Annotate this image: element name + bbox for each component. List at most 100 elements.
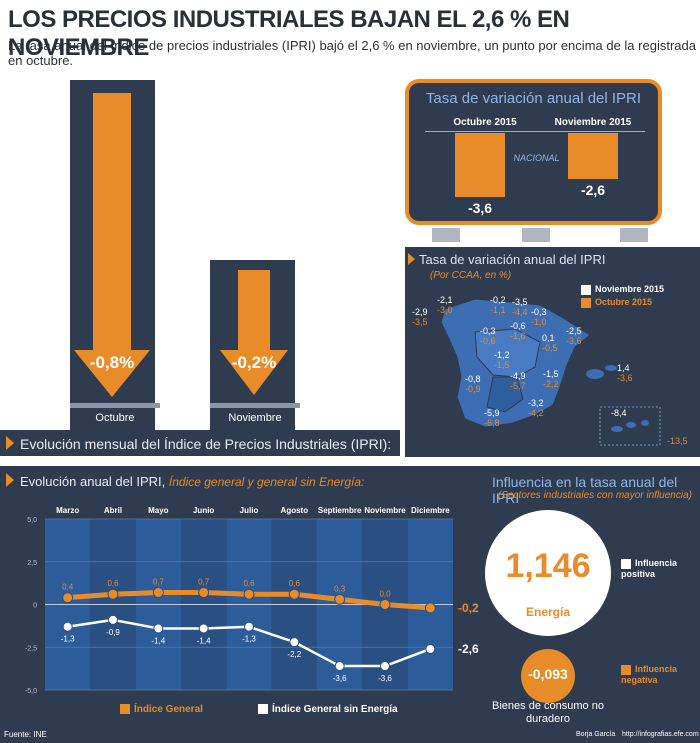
annual-title-em: Índice general y general sin Energía:: [168, 475, 365, 489]
legend-sin-energia-label: Índice General sin Energía: [272, 704, 398, 715]
data-label-1: -1,3: [61, 635, 75, 644]
series-point-1: [334, 661, 345, 672]
series-point-1: [153, 623, 164, 634]
influence-negative-sector: Bienes de consumo no duradero: [492, 700, 604, 725]
series-point-1: [289, 637, 300, 648]
national-bar-label-nov: Noviembre 2015: [554, 117, 632, 128]
data-label-1: -3,6: [378, 674, 392, 683]
data-label-0: 0,6: [243, 579, 255, 588]
region-value-11: -0,8 -0,9: [465, 374, 481, 394]
data-label-1: -1,4: [151, 636, 165, 645]
legend-negative-label: Influencia negativa: [621, 664, 678, 685]
series-point-0: [424, 602, 436, 614]
series-point-1: [62, 621, 73, 632]
national-bar-label-oct: Octubre 2015: [453, 117, 517, 128]
series-point-1: [244, 621, 254, 632]
x-tick-label: Septiembre: [318, 506, 362, 515]
legend-chip-orange: [581, 297, 591, 308]
influence-title: Influencia en la tasa anual del IPRI: [492, 474, 678, 506]
monthly-arrow-november: [220, 270, 288, 395]
series-point-1: [198, 623, 209, 634]
x-tick-label: Agosto: [281, 506, 309, 515]
series-point-0: [288, 588, 300, 600]
region-value-9: -1,2 -1,5: [494, 350, 510, 370]
region-value-4: -0,3 -1,0: [531, 307, 547, 327]
influence-positive-value: 1,146: [505, 547, 591, 585]
region-value-13: -1,5 -2,2: [543, 369, 559, 389]
series-point-0: [243, 588, 255, 600]
region-value-16-oct: -13,5: [667, 436, 688, 446]
annual-legend-general: Índice General: [120, 704, 203, 715]
legend-label-nov: Noviembre 2015: [595, 284, 665, 294]
footer-site: http://infografias.efe.com: [622, 731, 699, 738]
x-tick-label: Abril: [104, 506, 122, 515]
national-box: [405, 79, 662, 225]
y-tick-label: 5,0: [27, 517, 37, 524]
legend-general-label: Índice General: [134, 704, 203, 715]
series-point-0: [62, 592, 74, 604]
legend-positive-label: Influencia positiva: [621, 558, 678, 579]
legend-chip-negative: [621, 665, 631, 675]
region-value-10: 1,4 -3,6: [617, 363, 633, 383]
page-subtitle: La tasa anual del índice de precios indu…: [8, 38, 696, 68]
region-value-0: -2,9 -3,5: [412, 307, 428, 327]
influence-positive-sector: Energía: [525, 605, 570, 619]
y-tick-label: -5,0: [25, 688, 37, 695]
page-title: LOS PRECIOS INDUSTRIALES BAJAN EL 2,6 % …: [8, 6, 570, 61]
series-point-0: [107, 588, 119, 600]
data-label-0: 0,3: [334, 584, 346, 593]
region-value-1: -2,1 -3,0: [437, 295, 453, 315]
data-label-0: 0,4: [62, 583, 74, 592]
national-leg-right: [620, 228, 648, 242]
footer-author: Borja García: [576, 731, 616, 738]
region-value-16-nov: -8,4: [611, 408, 627, 418]
annual-legend-sin-energia: Índice General sin Energía: [258, 704, 398, 715]
influence-positive-circle: [485, 510, 611, 636]
footer-source: Fuente: INE: [4, 730, 47, 739]
y-tick-label: 2,5: [27, 560, 37, 567]
data-label-1: -2,2: [287, 650, 301, 659]
x-tick-label: Noviembre: [364, 506, 406, 515]
legend-chip-sin-energia: [258, 704, 268, 715]
monthly-section-strip: [0, 430, 400, 456]
national-leg-left: [432, 228, 460, 242]
monthly-section-arrow-icon: [6, 436, 14, 450]
legend-chip-general: [120, 704, 130, 715]
end-label-sin-energia: -2,6: [458, 642, 479, 656]
data-label-1: -3,6: [333, 674, 347, 683]
region-value-12: -4,9 -5,7: [510, 371, 526, 391]
y-tick-label: 0: [33, 603, 37, 610]
series-point-1: [380, 661, 390, 672]
regional-arrow-icon: [408, 253, 415, 265]
region-value-14: -3,2 -4,2: [528, 398, 544, 418]
series-point-1: [425, 643, 436, 654]
region-value-6: -0,6 -1,6: [510, 321, 526, 341]
x-tick-label: Marzo: [56, 506, 79, 515]
annual-title: Evolución anual del IPRI, Índice general…: [20, 474, 364, 489]
regional-legend-nov: Noviembre 2015: [581, 284, 664, 295]
regional-subtitle: (Por CCAA, en %): [430, 270, 512, 281]
national-bar-oct: [455, 133, 505, 197]
national-center-label: NACIONAL: [513, 153, 560, 163]
data-label-0: 0,0: [379, 590, 391, 599]
data-label-1: -1,4: [197, 636, 211, 645]
monthly-label-november: Noviembre: [228, 412, 282, 424]
legend-label-oct: Octubre 2015: [595, 297, 653, 307]
x-tick-label: Mayo: [148, 506, 169, 515]
monthly-label-october: Octubre: [95, 412, 135, 424]
region-value-3: -3,5 -4,4: [512, 297, 528, 317]
legend-chip-positive: [621, 559, 631, 569]
regional-title: Tasa de variación anual del IPRI: [419, 252, 606, 267]
national-value-nov: -2,6: [580, 182, 606, 198]
region-value-7: -2,5 -3,6: [566, 326, 582, 346]
national-leg-mid: [522, 228, 550, 242]
national-title: Tasa de variación anual del IPRI: [425, 90, 642, 107]
series-point-1: [108, 614, 118, 625]
region-value-8: 0,1 -0,5: [542, 333, 558, 353]
monthly-arrow-october: [74, 93, 150, 397]
end-label-general: -0,2: [458, 601, 479, 615]
series-point-0: [379, 599, 391, 610]
monthly-section-label: Evolución mensual del Índice de Precios …: [20, 436, 392, 452]
